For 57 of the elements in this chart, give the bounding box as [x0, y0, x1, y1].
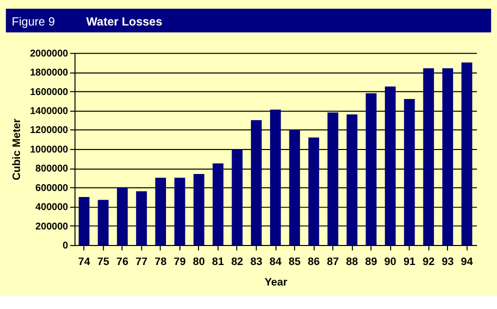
x-tick-label: 88: [346, 256, 358, 268]
x-tick-label: 87: [326, 256, 339, 268]
x-tick-label: 80: [192, 256, 205, 268]
bar: [308, 137, 320, 246]
x-tick-label: 78: [154, 256, 167, 268]
x-tick-label: 94: [460, 256, 473, 268]
bar: [423, 68, 434, 246]
x-tick-label: 82: [231, 256, 244, 268]
y-tick-label: 1200000: [30, 125, 69, 136]
x-tick-label: 75: [97, 256, 110, 268]
y-tick-label: 400000: [35, 202, 69, 214]
x-tick-label: 77: [135, 256, 148, 268]
x-tick-label: 89: [365, 256, 378, 268]
y-tick-label: 2000000: [30, 48, 69, 60]
y-tick-label: 1400000: [30, 106, 69, 117]
y-axis-title: Cubic Meter: [11, 118, 24, 180]
x-tick-label: 85: [288, 256, 301, 268]
bar: [78, 197, 90, 246]
bar: [289, 130, 300, 246]
y-tick-label: 800000: [35, 164, 69, 175]
x-tick-label: 91: [403, 256, 416, 268]
x-tick-label: 86: [308, 256, 320, 268]
bar: [194, 174, 204, 246]
y-tick-label: 200000: [35, 221, 69, 232]
bar: [461, 62, 472, 246]
x-tick-label: 90: [384, 256, 396, 268]
bar: [174, 178, 186, 246]
bar: [232, 148, 243, 246]
bar: [327, 112, 338, 246]
bar: [404, 99, 415, 246]
x-tick-label: 81: [212, 256, 224, 268]
x-tick-label: 76: [116, 256, 128, 268]
bar: [136, 191, 147, 246]
bar: [116, 187, 128, 246]
x-tick-label: 79: [174, 256, 186, 268]
x-tick-label: 93: [442, 256, 454, 268]
bar: [442, 68, 454, 246]
x-axis-title: Year: [264, 276, 288, 289]
bar: [212, 163, 224, 246]
x-tick-label: 83: [250, 256, 262, 268]
bar: [98, 200, 109, 246]
y-tick-label: 1000000: [30, 144, 69, 156]
bar: [366, 93, 377, 246]
chart-title: Water Losses: [86, 15, 163, 28]
x-tick-label: 92: [422, 256, 435, 268]
y-tick-label: 1600000: [30, 86, 69, 98]
y-tick-label: 1800000: [30, 68, 69, 79]
bar: [250, 120, 262, 246]
y-tick-label: 600000: [35, 182, 69, 194]
y-tick-label: 0: [62, 240, 69, 252]
x-tick-label: 74: [78, 256, 90, 268]
caption: Figure 9: [12, 15, 55, 28]
bar: [155, 178, 166, 246]
bar: [384, 86, 396, 246]
bar: [346, 114, 358, 246]
bar: [270, 110, 281, 246]
x-tick-label: 84: [269, 256, 282, 268]
